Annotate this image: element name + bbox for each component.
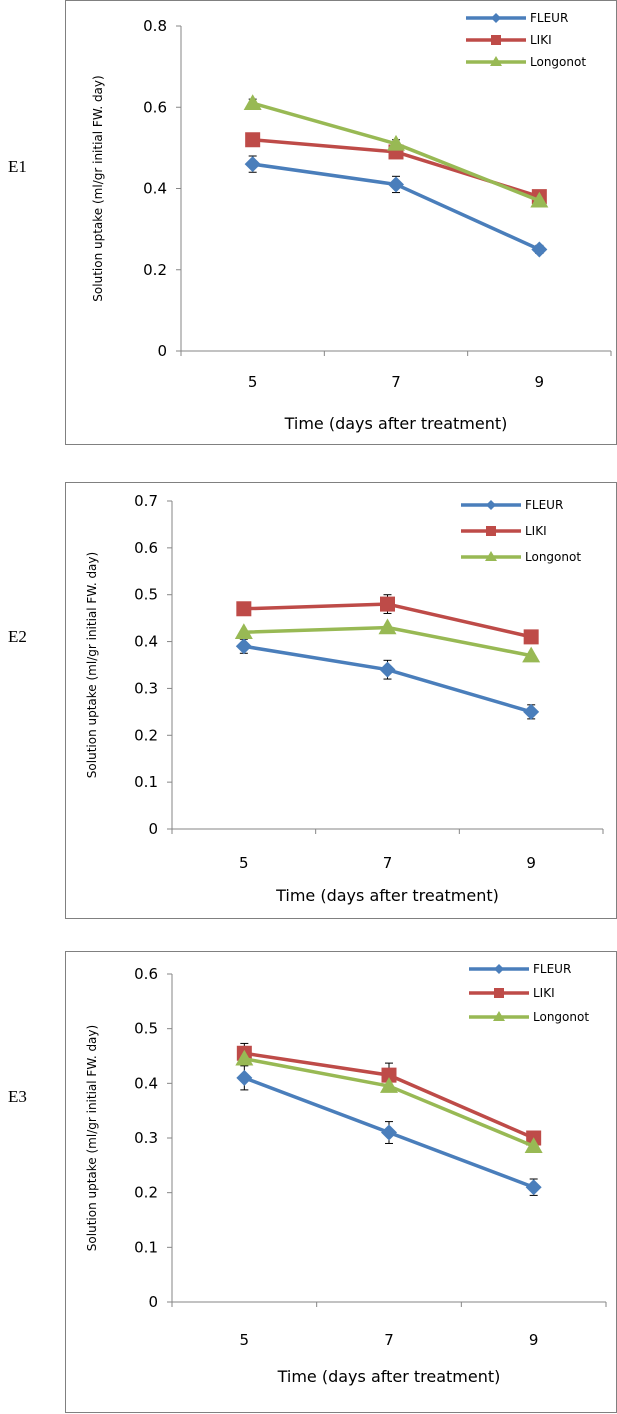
legend-label: LIKI <box>525 524 547 538</box>
data-point-longonot <box>243 94 262 110</box>
data-point-fleur <box>381 1124 397 1141</box>
legend-label: FLEUR <box>530 11 568 25</box>
legend-marker <box>486 526 496 536</box>
y-tick-label: 0 <box>148 1293 158 1311</box>
legend-marker <box>494 964 504 974</box>
x-tick-label: 9 <box>529 1331 539 1349</box>
chart-e1-svg: 0 0.2 0.4 0.6 0.8 5 7 9 Time (days after treatme… <box>91 11 612 433</box>
data-point-liki <box>380 596 395 612</box>
data-point-fleur <box>525 1179 542 1196</box>
y-tick-label: 0.3 <box>134 679 158 697</box>
y-axis-title: Solution uptake (ml/gr initial FW. day) <box>85 552 99 778</box>
data-point-longonot <box>378 618 397 635</box>
chart-e1: 0 0.2 0.4 0.6 0.8 5 7 9 Time (days after treatme… <box>65 0 617 445</box>
y-tick-label: 0.5 <box>134 1020 158 1038</box>
legend-label: Longonot <box>530 55 586 69</box>
y-tick-label: 0.6 <box>134 965 158 983</box>
data-point-fleur <box>379 661 396 678</box>
data-point-fleur <box>236 1069 253 1086</box>
x-axis-title: Time (days after treatment) <box>284 414 508 433</box>
y-tick-label: 0.2 <box>143 261 167 279</box>
x-tick-label: 7 <box>391 373 401 391</box>
panel-label-e3: E3 <box>8 1087 27 1106</box>
chart-e2-svg: 0 0.1 0.2 0.3 0.4 0.5 0.6 0.7 5 7 9 Time (days afte… <box>85 492 604 905</box>
y-axis-title: Solution uptake (ml/gr initial FW. day) <box>91 75 105 301</box>
data-point-longonot <box>387 134 405 151</box>
x-tick-label: 9 <box>526 854 536 872</box>
y-tick-label: 0 <box>148 820 158 838</box>
y-tick-label: 0 <box>157 342 167 360</box>
y-tick-label: 0.7 <box>134 492 158 510</box>
data-point-longonot <box>524 1137 543 1153</box>
data-point-fleur <box>523 703 540 720</box>
x-axis-title: Time (days after treatment) <box>275 886 499 905</box>
x-tick-label: 7 <box>384 1331 394 1349</box>
chart-e2: 0 0.1 0.2 0.3 0.4 0.5 0.6 0.7 5 7 9 Time (days afte… <box>65 482 617 919</box>
legend-marker <box>491 13 501 23</box>
y-tick-label: 0.6 <box>134 539 158 557</box>
data-point-liki <box>245 132 261 148</box>
y-tick-label: 0.1 <box>134 773 158 791</box>
data-point-longonot <box>235 1049 254 1066</box>
data-point-longonot <box>530 191 549 208</box>
data-point-fleur <box>531 241 548 258</box>
data-point-longonot <box>522 646 541 663</box>
y-tick-label: 0.2 <box>134 1184 158 1202</box>
y-axis-title: Solution uptake (ml/gr initial FW. day) <box>85 1025 99 1251</box>
legend-label: FLEUR <box>533 962 571 976</box>
legend-label: Longonot <box>525 550 581 564</box>
data-point-fleur <box>235 638 252 655</box>
x-tick-label: 5 <box>239 854 249 872</box>
data-point-fleur <box>244 156 261 173</box>
legend-marker <box>490 56 502 66</box>
x-axis-title: Time (days after treatment) <box>277 1367 501 1386</box>
chart-e3: 0 0.1 0.2 0.3 0.4 0.5 0.6 5 7 9 Time (days after t… <box>65 951 617 1413</box>
legend-label: FLEUR <box>525 498 563 512</box>
legend-marker <box>494 988 504 998</box>
y-tick-label: 0.2 <box>134 726 158 744</box>
legend-label: LIKI <box>533 986 555 1000</box>
data-point-longonot <box>380 1077 398 1093</box>
data-point-liki <box>236 601 252 617</box>
legend-marker <box>491 35 501 45</box>
x-tick-label: 7 <box>383 854 393 872</box>
panel-label-e1: E1 <box>8 157 27 176</box>
legend-label: LIKI <box>530 33 552 47</box>
data-point-liki <box>523 629 539 645</box>
x-tick-label: 5 <box>240 1331 250 1349</box>
legend-marker <box>486 500 496 510</box>
y-tick-label: 0.6 <box>143 98 167 116</box>
x-tick-label: 9 <box>535 373 545 391</box>
chart-e3-svg: 0 0.1 0.2 0.3 0.4 0.5 0.6 5 7 9 Time (days after t… <box>85 962 607 1386</box>
y-tick-label: 0.4 <box>134 1074 158 1092</box>
legend-marker <box>485 551 497 561</box>
data-point-longonot <box>234 623 253 639</box>
y-tick-label: 0.4 <box>134 633 158 651</box>
y-tick-label: 0.5 <box>134 586 158 604</box>
data-point-fleur <box>388 176 404 193</box>
x-tick-label: 5 <box>248 373 258 391</box>
legend-label: Longonot <box>533 1010 589 1024</box>
y-tick-label: 0.1 <box>134 1238 158 1256</box>
y-tick-label: 0.4 <box>143 180 167 198</box>
panel-label-e2: E2 <box>8 627 27 646</box>
legend-marker <box>493 1011 505 1021</box>
y-tick-label: 0.8 <box>143 17 167 35</box>
data-point-liki <box>381 1067 397 1083</box>
y-tick-label: 0.3 <box>134 1129 158 1147</box>
